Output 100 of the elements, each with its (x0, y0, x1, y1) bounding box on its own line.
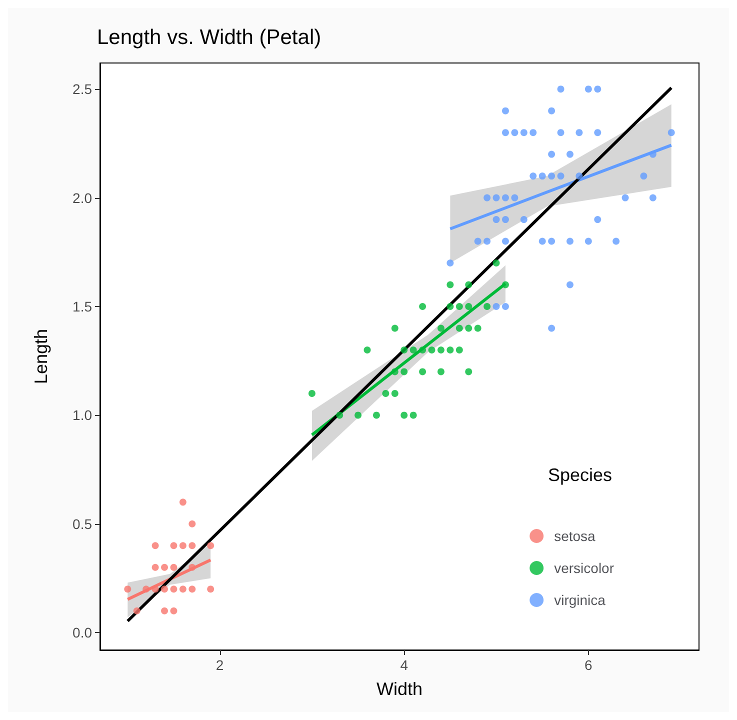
point (336, 412, 344, 419)
point (492, 303, 500, 310)
point (446, 260, 454, 267)
point (419, 346, 426, 354)
point (170, 607, 178, 614)
point (649, 194, 656, 202)
point (391, 368, 398, 376)
point (594, 216, 602, 224)
point (437, 324, 444, 332)
point (170, 586, 178, 593)
point (170, 542, 178, 550)
x-axis-title: Width (376, 679, 423, 699)
y-tick-label: 1.5 (72, 298, 92, 314)
point (502, 281, 509, 288)
point (640, 172, 648, 180)
point (170, 564, 178, 571)
legend-title: Species (548, 465, 612, 485)
point (428, 346, 436, 354)
point (410, 412, 417, 419)
point (391, 390, 398, 397)
point (484, 238, 491, 245)
point (474, 238, 482, 245)
point (520, 129, 528, 136)
point (188, 564, 196, 571)
point (538, 238, 546, 245)
point (584, 238, 592, 245)
point (437, 368, 444, 376)
point (133, 607, 140, 614)
point (502, 216, 509, 224)
point (548, 324, 556, 332)
point (437, 346, 444, 354)
point (446, 281, 454, 288)
point (124, 586, 132, 593)
point (474, 324, 482, 332)
point (557, 86, 564, 93)
y-axis-title: Length (31, 328, 51, 384)
point (557, 129, 564, 136)
point (179, 542, 186, 550)
point (456, 303, 463, 310)
y-tick-label: 2.5 (72, 81, 92, 98)
point (207, 542, 214, 550)
point (502, 107, 509, 114)
point (566, 150, 574, 158)
point (188, 586, 196, 593)
point (548, 238, 556, 245)
point (465, 324, 472, 332)
point (492, 260, 500, 267)
point (354, 412, 362, 419)
y-tick-label: 1.0 (72, 407, 92, 424)
point (649, 150, 656, 158)
legend-label: virginica (554, 592, 606, 608)
point (419, 303, 426, 310)
point (484, 194, 491, 202)
point (566, 281, 574, 288)
point (511, 129, 518, 136)
point (548, 150, 556, 158)
point (594, 86, 602, 93)
point (456, 346, 463, 354)
point (594, 129, 602, 136)
point (161, 564, 168, 571)
point (410, 346, 417, 354)
point (382, 390, 390, 397)
point (576, 129, 583, 136)
y-tick-label: 2.0 (72, 190, 92, 206)
point (538, 172, 546, 180)
x-tick-label: 4 (400, 657, 408, 673)
point (179, 498, 186, 506)
point (446, 303, 454, 310)
point (612, 238, 620, 245)
point (179, 586, 186, 593)
point (465, 281, 472, 288)
point (484, 303, 491, 310)
point (142, 586, 150, 593)
point (391, 324, 398, 332)
point (502, 303, 509, 310)
point (161, 607, 168, 614)
point (161, 586, 168, 593)
point (511, 194, 518, 202)
legend-label: versicolor (554, 560, 614, 576)
point (446, 346, 454, 354)
point (566, 238, 574, 245)
point (492, 216, 500, 224)
point (557, 172, 564, 180)
point (668, 129, 675, 136)
legend-label: setosa (554, 528, 596, 544)
point (419, 368, 426, 376)
y-tick-label: 0.0 (72, 624, 92, 641)
point (548, 107, 556, 114)
point (152, 564, 159, 571)
point (152, 586, 159, 593)
point (622, 194, 629, 202)
point (584, 86, 592, 93)
point (400, 412, 408, 419)
point (502, 194, 509, 202)
x-tick-label: 6 (584, 657, 593, 673)
point (188, 520, 196, 528)
point (188, 542, 196, 550)
point (492, 194, 500, 202)
point (576, 172, 583, 180)
point (502, 238, 509, 245)
